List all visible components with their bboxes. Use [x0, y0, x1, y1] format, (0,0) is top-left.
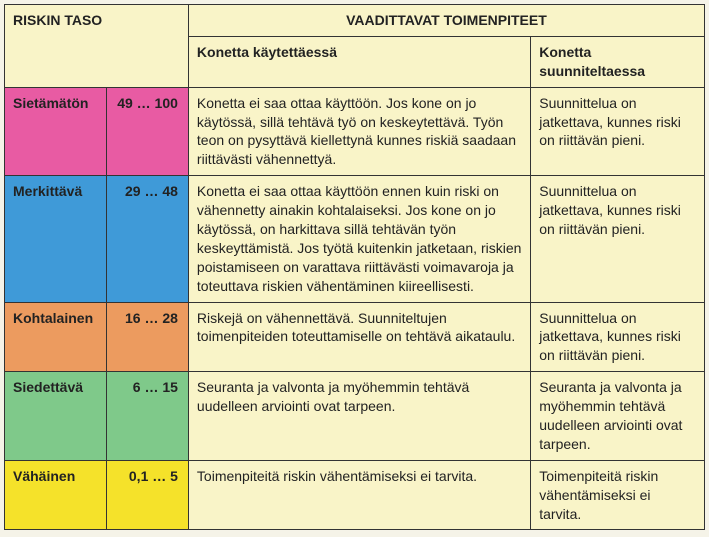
action-when-designing: Toimenpiteitä riskin vähentämiseksi ei t…	[531, 460, 705, 530]
header-when-using: Konetta käytettäessä	[188, 36, 530, 87]
action-when-using: Riskejä on vähennettävä. Suunniteltujen …	[188, 302, 530, 372]
action-when-designing: Suunnittelua on jatkettava, kunnes riski…	[531, 176, 705, 302]
action-when-designing: Suunnittelua on jatkettava, kunnes riski…	[531, 302, 705, 372]
header-required-actions: VAADITTAVAT TOIMENPITEET	[188, 5, 704, 37]
risk-level-label: Kohtalainen	[5, 302, 107, 372]
table-row: Vähäinen0,1 … 5Toimenpiteitä riskin vähe…	[5, 460, 705, 530]
risk-range: 29 … 48	[107, 176, 189, 302]
risk-range: 49 … 100	[107, 87, 189, 176]
header-when-designing: Konetta suunniteltaessa	[531, 36, 705, 87]
action-when-using: Konetta ei saa ottaa käyttöön ennen kuin…	[188, 176, 530, 302]
risk-range: 0,1 … 5	[107, 460, 189, 530]
header-risk-level: RISKIN TASO	[5, 5, 189, 88]
action-when-using: Konetta ei saa ottaa käyttöön. Jos kone …	[188, 87, 530, 176]
risk-range: 16 … 28	[107, 302, 189, 372]
action-when-designing: Seuranta ja valvonta ja myöhemmin tehtäv…	[531, 372, 705, 461]
risk-level-label: Sietämätön	[5, 87, 107, 176]
risk-level-label: Siedettävä	[5, 372, 107, 461]
table-row: Merkittävä29 … 48Konetta ei saa ottaa kä…	[5, 176, 705, 302]
action-when-designing: Suunnittelua on jatkettava, kunnes riski…	[531, 87, 705, 176]
table-row: Siedettävä6 … 15Seuranta ja valvonta ja …	[5, 372, 705, 461]
risk-table-body: Sietämätön49 … 100Konetta ei saa ottaa k…	[5, 87, 705, 530]
table-row: Kohtalainen16 … 28Riskejä on vähennettäv…	[5, 302, 705, 372]
table-row: Sietämätön49 … 100Konetta ei saa ottaa k…	[5, 87, 705, 176]
risk-range: 6 … 15	[107, 372, 189, 461]
action-when-using: Seuranta ja valvonta ja myöhemmin tehtäv…	[188, 372, 530, 461]
risk-table: RISKIN TASO VAADITTAVAT TOIMENPITEET Kon…	[4, 4, 705, 530]
risk-level-label: Vähäinen	[5, 460, 107, 530]
risk-level-label: Merkittävä	[5, 176, 107, 302]
action-when-using: Toimenpiteitä riskin vähentämiseksi ei t…	[188, 460, 530, 530]
